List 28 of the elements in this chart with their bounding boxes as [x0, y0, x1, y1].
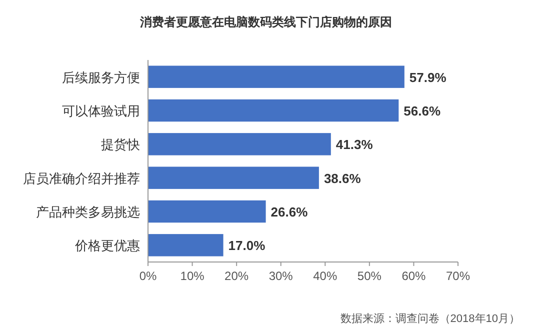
y-tick-label: 产品种类多易挑选 — [36, 204, 140, 220]
y-tick-label: 可以体验试用 — [62, 104, 140, 118]
chart-title: 消费者更愿意在电脑数码类线下门店购物的原因 — [139, 15, 392, 29]
x-tick-label: 60% — [402, 269, 426, 283]
data-label: 41.3% — [336, 137, 374, 152]
data-label: 57.9% — [409, 70, 447, 85]
x-tick-label: 10% — [180, 269, 205, 283]
y-tick-label: 提货快 — [101, 137, 140, 152]
bar — [148, 66, 404, 88]
bar — [148, 99, 399, 122]
data-label: 56.6% — [404, 104, 441, 118]
data-label: 17.0% — [228, 238, 266, 254]
data-label: 38.6% — [324, 170, 362, 186]
bar — [148, 133, 331, 156]
x-tick-label: 20% — [224, 269, 249, 283]
y-tick-label: 后续服务方便 — [62, 70, 140, 85]
x-tick-label: 30% — [268, 269, 294, 283]
bar — [148, 234, 224, 256]
x-tick-label: 50% — [357, 269, 382, 283]
bar — [148, 166, 319, 189]
y-tick-label: 价格更优惠 — [74, 238, 140, 254]
x-tick-label: 70% — [446, 269, 470, 283]
y-tick-label: 店员准确介绍并推荐 — [23, 170, 140, 186]
data-label: 26.6% — [270, 204, 308, 220]
x-tick-label: 0% — [139, 269, 157, 283]
bar — [148, 200, 266, 223]
x-tick-label: 40% — [313, 269, 338, 283]
source-note: 数据来源：调查问卷（2018年10月） — [340, 312, 520, 325]
